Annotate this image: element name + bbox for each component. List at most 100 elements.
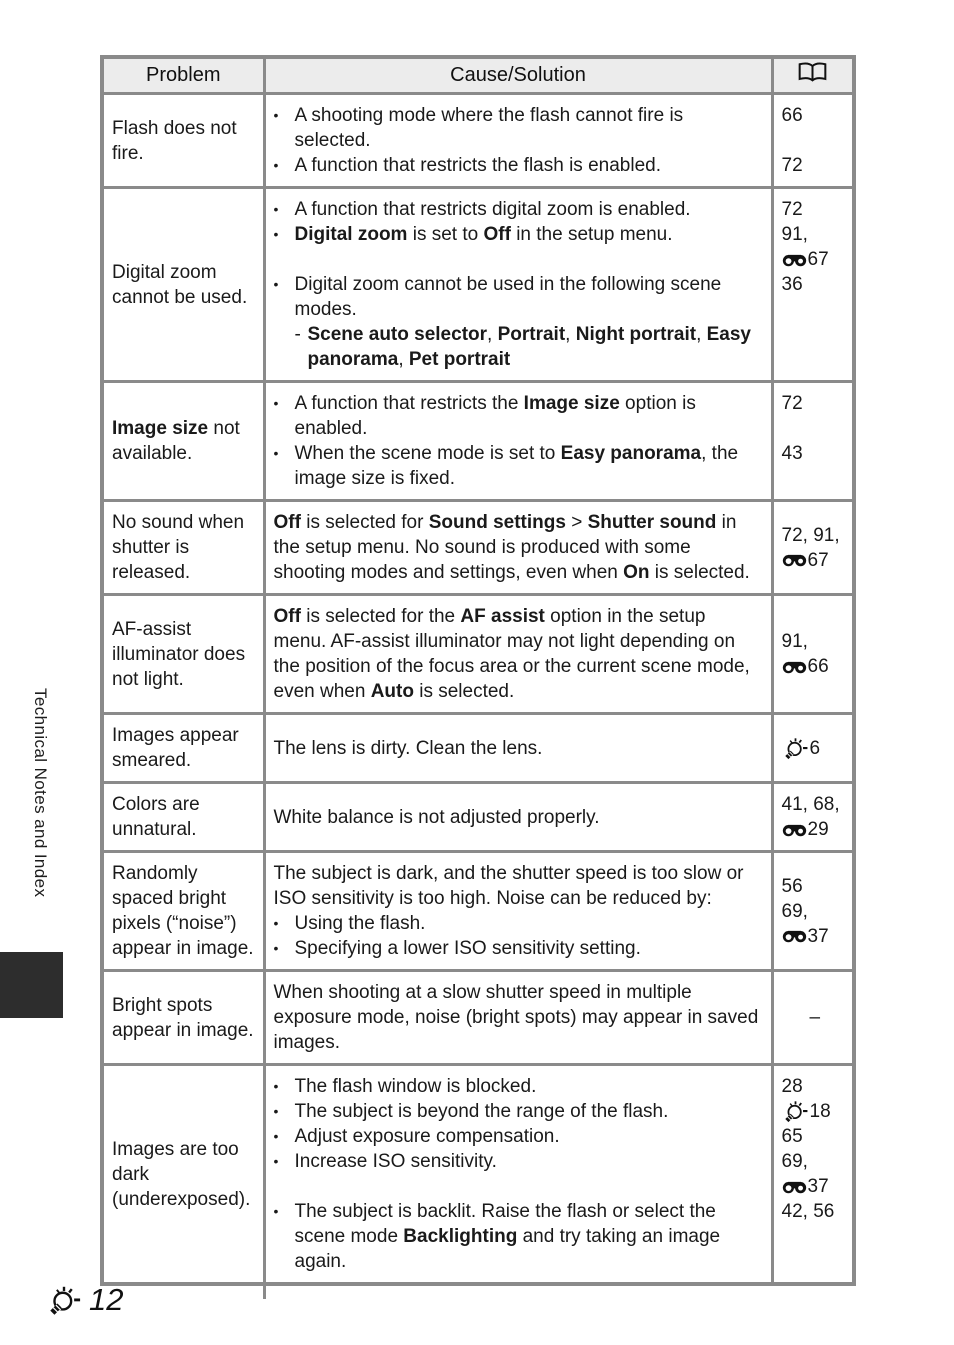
reference-cell: 91, 66 <box>770 593 856 715</box>
reference-entry: 43 <box>781 443 803 464</box>
cause-bullet-item: • Specifying a lower ISO sensitivity sett… <box>273 938 641 959</box>
reference-entry: 72 <box>781 393 803 414</box>
cause-bullet-item: • The flash window is blocked. <box>273 1076 537 1097</box>
reference-cell: 72 91, 67 36 <box>770 186 856 383</box>
cause-cell: • A shooting mode where the flash cannot … <box>262 92 774 189</box>
reference-cell: – <box>770 969 856 1066</box>
reference-cell: 72 43 <box>770 380 856 502</box>
problem-cell: Colors are unnatural. <box>100 781 266 853</box>
problem-cell: Digital zoom cannot be used. <box>100 186 266 383</box>
problem-cell: Flash does not fire. <box>100 92 266 189</box>
table-row: Images are too dark (underexposed). • The … <box>100 1063 856 1286</box>
bullet-marker: • <box>273 276 279 292</box>
problem-cell: Images are too dark (underexposed). <box>100 1063 266 1286</box>
bullet-marker: • <box>273 201 279 217</box>
cause-cell: • A function that restricts digital zoom … <box>262 186 774 383</box>
reference-entry: 67 <box>782 548 849 573</box>
reference-entry: 69, <box>781 1151 808 1172</box>
bullet-marker: • <box>273 157 279 173</box>
reference-entry: 28 <box>781 1076 803 1097</box>
book-icon <box>796 61 829 84</box>
cause-cell: • The flash window is blocked. • The subjec… <box>262 1063 774 1286</box>
bullet-marker: • <box>273 1153 279 1169</box>
cause-paragraph: Off is selected for the AF assist option… <box>273 606 750 702</box>
table-row: Flash does not fire. • A shooting mode whe… <box>100 92 856 189</box>
cause-paragraph: The subject is dark, and the shutter spe… <box>273 863 744 909</box>
reference-section-icon <box>782 1180 807 1194</box>
cause-bullet-item: • Digital zoom is set to Off in the setup… <box>273 224 673 245</box>
reference-cell: 72, 91, 67 <box>770 499 856 596</box>
reference-entry: 72, 91, <box>781 524 840 546</box>
bullet-marker: • <box>273 107 279 123</box>
reference-entry: 66 <box>782 654 849 679</box>
reference-cell: 41, 68, 29 <box>770 781 856 853</box>
cause-bullet-item: • The subject is beyond the range of the … <box>273 1101 669 1122</box>
cause-cell: When shooting at a slow shutter speed in… <box>262 969 774 1066</box>
cause-bullet-item: • Using the flash. <box>273 913 426 934</box>
reference-entry: 37 <box>782 924 849 949</box>
table-row: Bright spots appear in image. When shooti… <box>100 969 856 1066</box>
reference-entry: 66 <box>781 105 803 126</box>
cause-bullet-item: • When the scene mode is set to Easy pano… <box>273 443 739 489</box>
cause-cell: White balance is not adjusted properly. <box>262 781 774 853</box>
bullet-marker: • <box>273 915 279 931</box>
technical-notes-lamp-icon <box>782 737 809 760</box>
bullet-marker: • <box>273 940 279 956</box>
problem-cell: No sound when shutter is released. <box>100 499 266 596</box>
reference-section-icon <box>782 660 807 674</box>
reference-entry: 42, 56 <box>781 1201 835 1222</box>
bullet-marker: • <box>273 226 279 242</box>
table-row: Randomly spaced bright pixels (“noise”) … <box>100 850 856 972</box>
cause-bullet-item: • Adjust exposure compensation. <box>273 1126 560 1147</box>
cause-cell: Off is selected for Sound settings > Shu… <box>262 499 774 596</box>
table-row: Images appear smeared. The lens is dirty.… <box>100 712 856 784</box>
table-body: Flash does not fire. • A shooting mode whe… <box>100 92 856 1286</box>
header-ref <box>770 55 856 95</box>
table-row: Digital zoom cannot be used. • A function … <box>100 186 856 383</box>
dash-marker: - <box>294 324 301 345</box>
cause-cell: • A function that restricts the Image siz… <box>262 380 774 502</box>
problem-cell: Image size not available. <box>100 380 266 502</box>
technical-notes-lamp-icon <box>46 1285 82 1316</box>
reference-section-icon <box>782 929 807 943</box>
reference-entry: 69, <box>781 900 808 922</box>
cause-bullet-item: • A function that restricts digital zoom … <box>273 199 691 220</box>
reference-entry: – <box>809 1007 821 1028</box>
reference-entry: 65 <box>781 1126 803 1147</box>
cause-bullet-item: • Digital zoom cannot be used in the foll… <box>273 274 722 320</box>
section-tab <box>0 952 63 1018</box>
reference-section-icon <box>782 823 807 837</box>
reference-entry: 72 <box>781 155 803 176</box>
reference-entry: 56 <box>781 875 803 897</box>
bullet-marker: • <box>273 445 279 461</box>
problem-cell: Bright spots appear in image. <box>100 969 266 1066</box>
cause-cell: The subject is dark, and the shutter spe… <box>262 850 774 972</box>
bullet-marker: • <box>273 1078 279 1094</box>
section-label: Technical Notes and Index <box>31 688 50 898</box>
reference-entry: 41, 68, <box>781 794 840 815</box>
cause-paragraph: Off is selected for Sound settings > Shu… <box>273 512 750 583</box>
bullet-marker: • <box>273 1128 279 1144</box>
cause-sub-item: - Scene auto selector, Portrait, Night po… <box>294 324 752 370</box>
reference-section-icon <box>782 553 807 567</box>
cause-cell: The lens is dirty. Clean the lens. <box>262 712 774 784</box>
reference-entry: 91, <box>781 224 808 245</box>
table-row: Colors are unnatural. White balance is no… <box>100 781 856 853</box>
cause-bullet-item: • A function that restricts the Image siz… <box>273 393 696 439</box>
header-cause-solution: Cause/Solution <box>262 55 774 95</box>
reference-section-icon <box>782 253 807 267</box>
reference-entry: 37 <box>782 1174 849 1199</box>
problem-cell: Images appear smeared. <box>100 712 266 784</box>
page-number: 12 <box>89 1282 124 1317</box>
troubleshooting-table-wrap: Problem Cause/Solution Flash does not fi… <box>100 55 856 1299</box>
cause-cell: Off is selected for the AF assist option… <box>262 593 774 715</box>
reference-cell: 6 <box>770 712 856 784</box>
header-row: Problem Cause/Solution <box>100 55 856 95</box>
reference-entry: 91, <box>781 631 808 652</box>
reference-entry: 6 <box>782 736 849 761</box>
page-footer: 12 <box>46 1282 123 1318</box>
problem-cell: AF-assist illuminator does not light. <box>100 593 266 715</box>
bullet-marker: • <box>273 1203 279 1219</box>
reference-cell: 56 69, 37 <box>770 850 856 972</box>
column-rule-overshoot <box>263 1286 266 1299</box>
